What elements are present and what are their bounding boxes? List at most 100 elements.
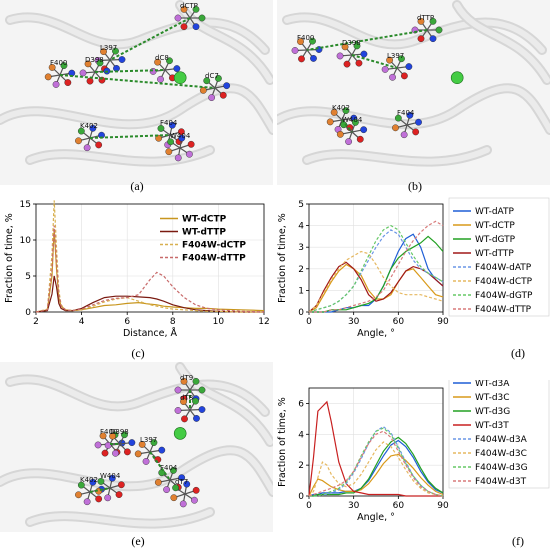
atom: [198, 386, 206, 394]
y-axis-label: Fraction of time, %: [277, 213, 288, 303]
x-tick-label: 0: [306, 501, 312, 511]
x-axis-label: Distance, Å: [123, 327, 178, 339]
atom: [208, 94, 215, 101]
atom: [99, 432, 107, 440]
hbond-line: [149, 451, 171, 481]
x-tick-label: 60: [393, 501, 405, 511]
panel-label-f: (f): [512, 534, 524, 548]
atom: [174, 154, 182, 162]
atom: [94, 441, 102, 449]
plot-frame: [308, 387, 444, 497]
atom: [104, 442, 112, 449]
panel-label-b: (b): [408, 179, 422, 193]
y-tick-label: 2: [298, 461, 304, 471]
legend-entry: F404W-dGTP: [475, 291, 533, 301]
atom: [109, 432, 116, 440]
series-line-F404W-d3T: [308, 430, 444, 497]
panel-label-a: (a): [130, 179, 144, 193]
y-axis-label: Fraction of time, %: [4, 213, 15, 303]
series-line-F404W-dATP: [308, 229, 444, 313]
atom: [417, 17, 425, 25]
atom: [330, 109, 338, 116]
atom: [117, 481, 125, 489]
residue-label: F404: [160, 119, 178, 127]
atom: [360, 50, 368, 58]
x-tick-label: 30: [348, 317, 360, 327]
panel-label-c: (c): [131, 346, 145, 360]
atom: [192, 5, 200, 13]
chart-panel-c: 2 4 6 8 10 12 0 5 10 15 Distance, Å Fraction of tim…: [0, 196, 275, 346]
x-tick-label: 90: [437, 317, 449, 327]
atom: [104, 494, 112, 502]
legend-box: [448, 197, 550, 317]
atom: [381, 66, 389, 73]
legend-entry: F404W-dCTP: [182, 241, 246, 251]
residue-label: K402: [80, 476, 98, 484]
atom: [121, 431, 128, 439]
residue-label: W404: [100, 472, 121, 480]
atom: [168, 121, 176, 129]
residue-label: L397: [140, 436, 157, 444]
atom: [398, 55, 405, 63]
atom: [163, 486, 170, 493]
atom: [115, 491, 123, 498]
atom: [400, 131, 408, 139]
atom: [48, 64, 56, 71]
atom: [150, 439, 158, 446]
legend-entry: F404W-d3A: [475, 435, 528, 445]
residue-label: F404: [397, 109, 415, 117]
atom: [345, 138, 352, 145]
structure-panel-a: dCTP L397 D398 dC8 F400 dC7 K402 F404 W404: [0, 0, 278, 185]
residue-label: dC7: [205, 72, 219, 80]
legend-entry: WT-dGTP: [475, 235, 516, 245]
atom: [187, 140, 195, 148]
magnesium-ion: [173, 427, 187, 440]
atom: [326, 118, 334, 126]
atom: [83, 498, 91, 506]
atom: [79, 69, 87, 77]
legend-entry: F404W-dCTP: [475, 277, 533, 287]
residue-label: F400: [50, 59, 67, 67]
atom: [215, 75, 222, 82]
atom: [170, 467, 177, 474]
y-tick-label: 15: [20, 200, 31, 210]
hbond-line: [89, 134, 171, 139]
legend-entry: F404W-d3T: [475, 477, 527, 487]
atom: [64, 79, 72, 86]
structure-panel-e: dT9 dT8 F400 D398 L397 F404 K402 W404 dT7: [0, 362, 278, 532]
atom: [415, 118, 422, 126]
series-line-F404W-dCTP: [308, 250, 444, 313]
series-line-WT-d3T: [308, 400, 443, 497]
series-line-WT-d3C: [308, 453, 444, 497]
y-tick-label: 5: [298, 200, 304, 210]
atom: [167, 138, 174, 146]
residue-label: dC8: [155, 54, 169, 62]
hbond-line: [341, 119, 353, 133]
atom: [108, 474, 116, 482]
residue-label: D398: [85, 56, 104, 64]
chart-panel-f: 0 30 60 90 0 2 4 6 Angle, ° Fraction of time, % WT…: [277, 369, 550, 530]
residue-label: W404: [342, 116, 363, 124]
atom: [191, 496, 198, 504]
atom: [134, 450, 142, 458]
atom: [343, 60, 351, 68]
legend-entry: WT-d3G: [475, 407, 510, 417]
x-tick-label: 2: [33, 317, 39, 327]
residue-label: D398: [342, 39, 361, 47]
atom: [178, 474, 186, 482]
x-tick-label: 8: [170, 317, 176, 327]
protein-ribbon-highlight: [27, 509, 213, 527]
hbond-line: [351, 54, 398, 69]
protein-ribbon-highlight: [7, 376, 268, 415]
y-tick-label: 3: [298, 243, 304, 253]
atom: [84, 60, 92, 68]
atom: [223, 82, 231, 90]
x-tick-label: 90: [437, 501, 449, 511]
atom: [52, 81, 60, 88]
angle-chart-f: 0 30 60 90 0 2 4 6 Angle, ° Fraction of time, % WT…: [277, 369, 550, 523]
atom: [336, 52, 344, 60]
atom: [128, 439, 136, 446]
atom: [401, 72, 408, 80]
x-tick-label: 4: [79, 317, 85, 327]
